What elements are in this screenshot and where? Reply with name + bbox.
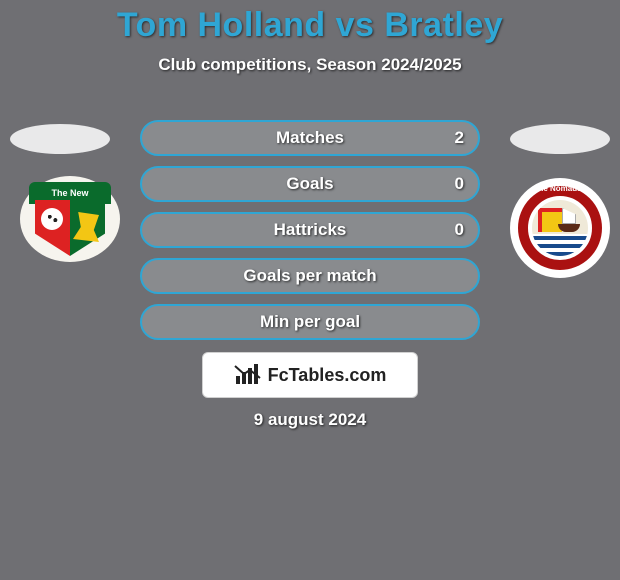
- bar-chart-icon: [234, 364, 262, 386]
- stat-value-right: 0: [455, 174, 464, 194]
- stat-row-goals-per-match: Goals per match: [140, 258, 480, 294]
- crest-right-text: he Nomads: [518, 184, 602, 193]
- stat-label: Goals: [142, 174, 478, 194]
- branding-badge: FcTables.com: [202, 352, 418, 398]
- crest-right-inner: [532, 200, 588, 256]
- stat-value-right: 0: [455, 220, 464, 240]
- soccer-ball-icon: [41, 208, 63, 230]
- crest-left-graphic: The New: [35, 182, 105, 256]
- stat-row-goals: Goals 0: [140, 166, 480, 202]
- footer-date: 9 august 2024: [0, 410, 620, 430]
- stat-label: Hattricks: [142, 220, 478, 240]
- stat-label: Matches: [142, 128, 478, 148]
- team-crest-right: he Nomads: [510, 178, 610, 278]
- team-crest-left: The New: [20, 176, 120, 262]
- stats-list: Matches 2 Goals 0 Hattricks 0 Goals per …: [140, 120, 480, 350]
- stat-row-matches: Matches 2: [140, 120, 480, 156]
- stat-row-hattricks: Hattricks 0: [140, 212, 480, 248]
- branding-text: FcTables.com: [268, 365, 387, 386]
- stat-label: Min per goal: [142, 312, 478, 332]
- stat-value-right: 2: [455, 128, 464, 148]
- crest-right-graphic: he Nomads: [518, 186, 602, 270]
- player-photo-right: [510, 124, 610, 154]
- ship-icon: [556, 208, 582, 234]
- stat-label: Goals per match: [142, 266, 478, 286]
- player-photo-left: [10, 124, 110, 154]
- sail-icon: [562, 208, 576, 224]
- crest-left-banner-top: The New: [51, 188, 88, 198]
- page-title: Tom Holland vs Bratley: [0, 0, 620, 45]
- subtitle: Club competitions, Season 2024/2025: [0, 55, 620, 75]
- hull-icon: [558, 224, 580, 232]
- comparison-card: Tom Holland vs Bratley Club competitions…: [0, 0, 620, 580]
- stat-row-min-per-goal: Min per goal: [140, 304, 480, 340]
